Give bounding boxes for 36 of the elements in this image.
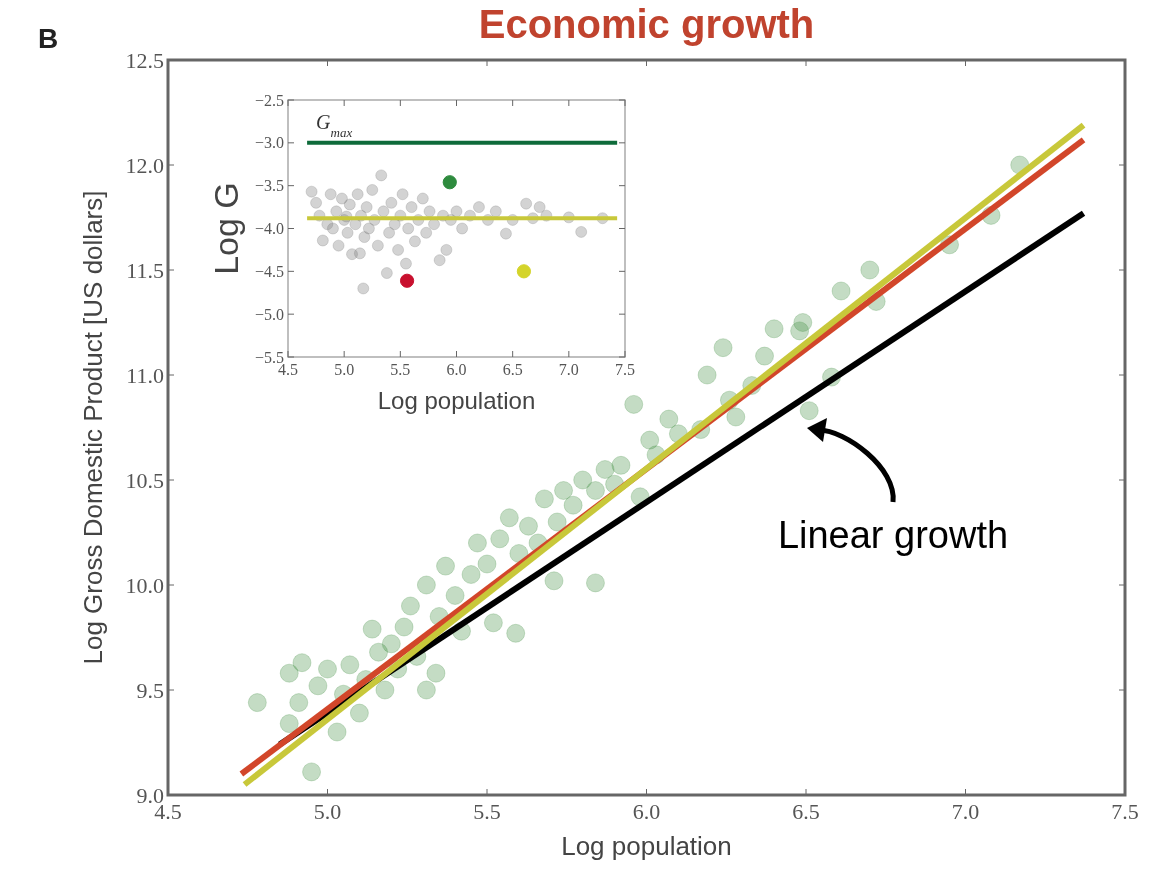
y-tick-label: −2.5 — [254, 91, 284, 109]
y-tick-label: 12.5 — [125, 47, 164, 73]
x-axis-title: Log population — [377, 387, 536, 414]
x-tick-label: 6.5 — [502, 361, 523, 378]
annotation: Linear growth — [777, 514, 1009, 556]
x-tick-label: 7.0 — [558, 361, 579, 378]
y-tick-label: 11.5 — [126, 257, 164, 283]
point — [516, 264, 531, 279]
x-tick-label: 5.5 — [390, 361, 411, 378]
y-axis-title: Log G — [207, 182, 245, 275]
y-tick-label: −3.5 — [254, 177, 284, 195]
y-tick-label: −4.0 — [254, 220, 284, 238]
x-tick-label: 7.0 — [951, 799, 980, 824]
x-tick-label: 7.5 — [615, 361, 635, 378]
x-tick-label: 7.5 — [1111, 799, 1139, 824]
x-tick-label: 6.5 — [792, 799, 820, 824]
point — [442, 175, 457, 190]
y-tick-label: −4.5 — [254, 262, 284, 280]
x-tick-label: 6.0 — [632, 799, 661, 824]
y-tick-label: 10.5 — [125, 467, 164, 493]
x-tick-label: 5.0 — [313, 799, 342, 824]
annotation: G$_{max}$ — [316, 110, 353, 140]
y-tick-label: 10.0 — [125, 572, 164, 598]
x-tick-label: 5.5 — [473, 799, 501, 824]
text: B — [38, 23, 59, 54]
y-tick-label: 12.0 — [125, 152, 164, 178]
y-tick-label: 9.5 — [136, 677, 164, 703]
y-tick-label: 11.0 — [126, 362, 164, 388]
x-tick-label: 5.0 — [334, 361, 355, 378]
chart-title: Economic growth — [478, 2, 815, 46]
y-tick-label: −5.0 — [254, 305, 284, 323]
point — [399, 273, 415, 288]
y-tick-label: −3.0 — [254, 134, 284, 152]
x-tick-label: 6.0 — [446, 361, 467, 378]
y-axis-title: Log Gross Domestic Product [US dollars] — [78, 190, 108, 665]
x-axis-title: Log population — [561, 831, 732, 861]
